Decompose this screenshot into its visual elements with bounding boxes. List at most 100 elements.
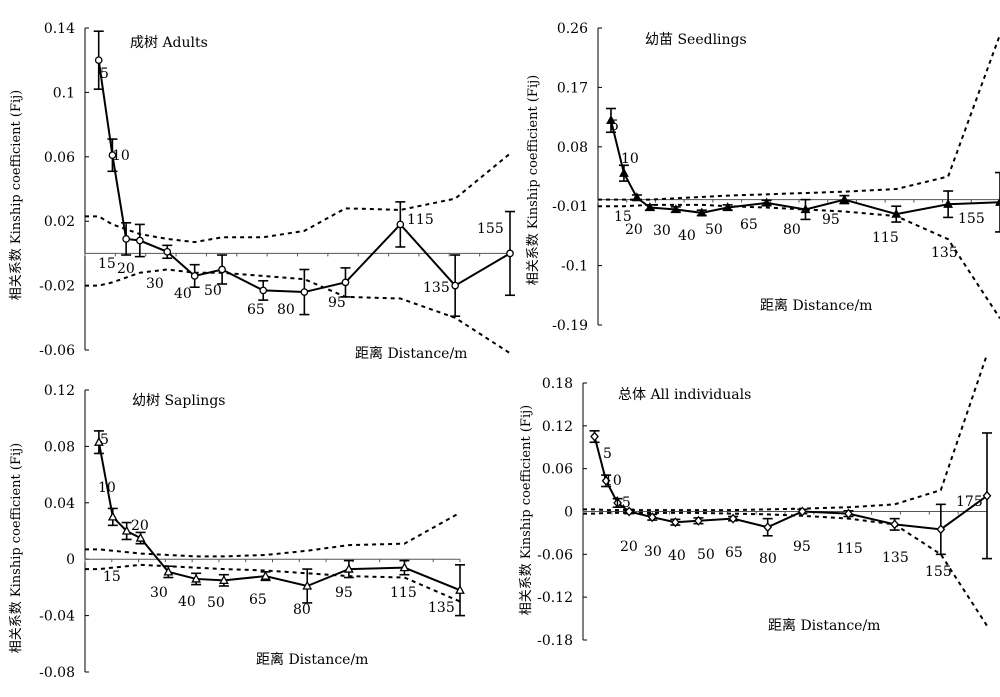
y-tick-label: 0 [564, 505, 573, 521]
point-label: 40 [174, 286, 192, 302]
point-label: 15 [103, 569, 121, 585]
point-label: 5 [100, 432, 109, 448]
point-label: 50 [204, 283, 222, 299]
point-label: 30 [150, 585, 168, 601]
point-label: 115 [407, 212, 434, 228]
x-axis-label: 距离 Distance/m [760, 297, 872, 314]
y-tick-label: 0.12 [542, 419, 573, 435]
data-point [670, 517, 680, 528]
point-label: 115 [872, 230, 899, 246]
data-point [995, 196, 1000, 206]
data-point [890, 519, 900, 530]
point-label: 80 [277, 302, 295, 318]
y-axis-label: 相关系数 Kinship coefficient (Fij) [9, 90, 24, 300]
data-point [761, 197, 772, 207]
point-label: 5 [610, 118, 619, 134]
y-tick-label: 0.08 [557, 140, 588, 156]
data-point [763, 522, 773, 533]
y-tick-label: -0.06 [537, 547, 573, 563]
data-point [218, 265, 226, 274]
point-label: 115 [836, 541, 863, 557]
y-tick-label: 0.04 [44, 496, 75, 512]
point-label: 30 [644, 544, 662, 560]
panel-title: 总体 All individuals [618, 387, 751, 403]
data-point [606, 115, 616, 125]
y-tick-label: 0.12 [44, 383, 75, 399]
data-point [943, 198, 954, 208]
point-label: 135 [931, 245, 958, 261]
ci-upper-line [583, 354, 988, 512]
data-point [844, 508, 853, 519]
data-point [613, 497, 622, 508]
x-axis-label: 距离 Distance/m [355, 345, 467, 362]
point-label: 15 [614, 209, 632, 225]
y-axis-label: 相关系数 Kinship coefficient (Fij) [519, 405, 534, 615]
y-tick-label: -0.04 [39, 609, 75, 625]
point-label: 155 [958, 211, 985, 227]
data-point [163, 566, 174, 576]
data-point [191, 573, 202, 583]
y-tick-label: 0.06 [542, 462, 573, 478]
y-tick-label: 0.02 [44, 214, 75, 230]
point-label: 95 [328, 295, 346, 311]
data-point [644, 202, 655, 212]
panel-4: 0.18 0.12 0.06 0 -0.06 -0.12 -0.18 5 10 15 20 30 40 5… [519, 354, 992, 649]
point-label: 50 [697, 547, 715, 563]
ci-lower-line [85, 268, 511, 355]
point-label: 5 [100, 66, 109, 82]
point-label: 135 [423, 280, 450, 296]
data-point [93, 436, 104, 446]
ci-upper-line [85, 511, 461, 558]
panel-title: 幼树 Saplings [132, 393, 225, 409]
point-label: 50 [207, 595, 225, 611]
point-label: 40 [178, 594, 196, 610]
data-point [163, 247, 172, 256]
y-tick-label: 0.1 [53, 85, 75, 101]
y-tick-label: -0.18 [537, 633, 573, 649]
y-tick-label: 0.14 [44, 21, 75, 37]
point-label: 155 [925, 564, 952, 580]
series-line [97, 441, 461, 592]
point-label: 65 [740, 217, 758, 233]
data-point [624, 506, 634, 517]
point-label: 15 [98, 256, 116, 272]
data-point [190, 272, 199, 280]
data-point [302, 580, 313, 590]
ci-upper-line [85, 152, 511, 244]
data-point [399, 562, 410, 572]
point-label: 65 [249, 592, 267, 608]
data-point [396, 220, 405, 229]
point-label: 135 [882, 550, 909, 566]
point-label: 40 [668, 548, 686, 564]
y-axis-label: 相关系数 Kinship coefficient (Fij) [9, 443, 24, 653]
y-axis-label: 相关系数 Kinship coefficient (Fij) [526, 75, 541, 285]
data-point [800, 204, 811, 214]
point-label: 80 [759, 551, 777, 567]
data-point [601, 475, 611, 486]
data-point [722, 202, 733, 212]
series-line [97, 60, 511, 294]
point-label: 15 [613, 495, 631, 511]
data-point [122, 235, 130, 243]
panel-title: 幼苗 Seedlings [645, 32, 747, 48]
data-point [107, 511, 118, 521]
data-point [260, 570, 271, 580]
point-label: 135 [428, 600, 455, 616]
y-tick-label: -0.19 [552, 318, 588, 334]
y-tick-label: 0.18 [542, 376, 573, 392]
point-label: 10 [621, 151, 639, 167]
point-label: 30 [146, 276, 164, 292]
data-point [728, 513, 738, 524]
data-point [94, 56, 103, 65]
point-label: 95 [793, 539, 811, 555]
data-point [343, 563, 354, 573]
point-label: 175 [956, 494, 983, 510]
x-axis-label: 距离 Distance/m [256, 651, 368, 668]
data-point [300, 288, 309, 296]
data-point [647, 512, 657, 523]
data-point [506, 249, 514, 258]
point-label: 20 [620, 539, 638, 555]
panel-1: 0.14 0.1 0.06 0.02 -0.02 -0.06 5 10 15 20 30 40 50 65… [9, 21, 515, 362]
point-label: 95 [335, 585, 353, 601]
y-tick-label: -0.12 [537, 590, 573, 606]
